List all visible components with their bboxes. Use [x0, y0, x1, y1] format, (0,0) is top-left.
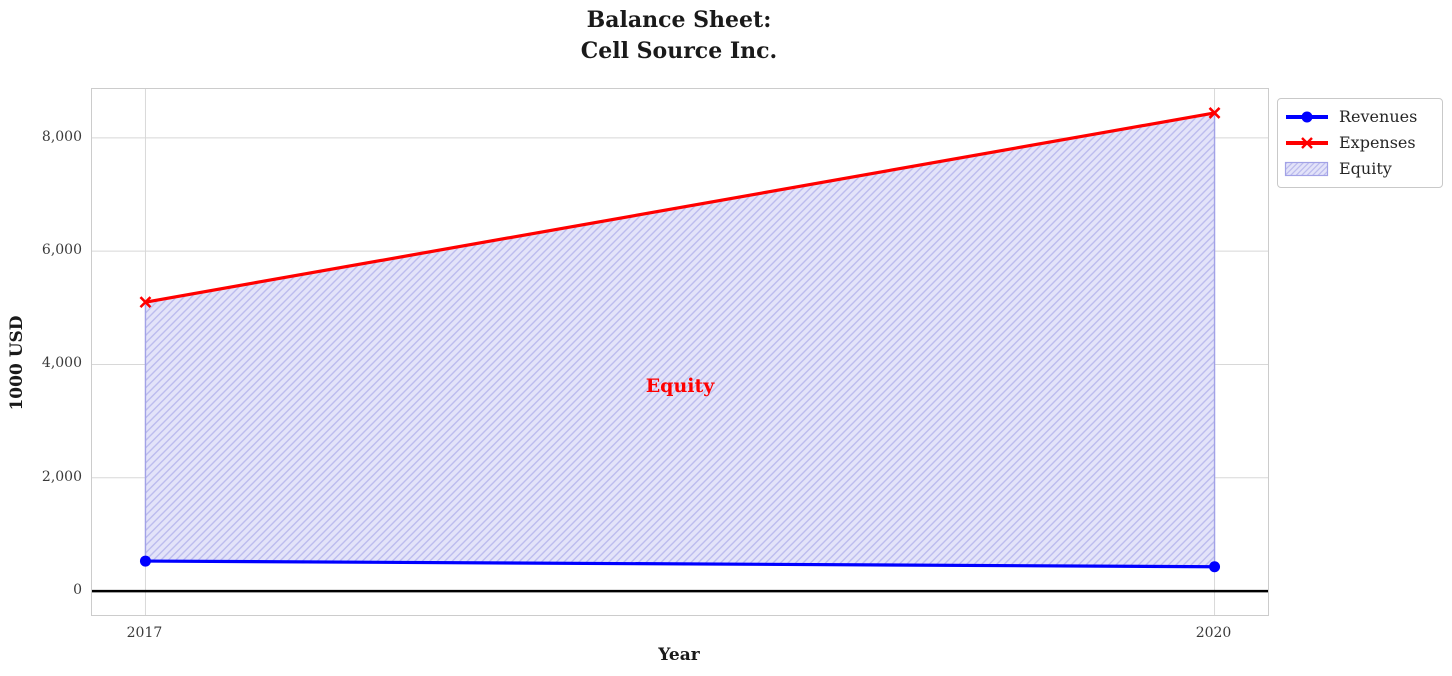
legend-label-revenues: Revenues: [1339, 107, 1418, 126]
legend-row-revenues: Revenues: [1284, 104, 1434, 130]
equity-annotation: Equity: [646, 375, 716, 397]
legend: Revenues Expenses Equity: [1277, 98, 1443, 188]
legend-row-equity: Equity: [1284, 156, 1434, 182]
equity-area: [144, 112, 1216, 568]
revenues-line: [145, 559, 1215, 569]
y-tick-label: 0: [73, 582, 82, 599]
legend-label-expenses: Expenses: [1339, 133, 1416, 152]
chart-title: Balance Sheet: Cell Source Inc.: [580, 7, 778, 64]
legend-row-expenses: Expenses: [1284, 130, 1434, 156]
plot-svg: Equity: [92, 89, 1268, 615]
x-tick-label: 2017: [126, 625, 163, 641]
expenses-marker: [1208, 106, 1221, 119]
x-axis-label: Year: [658, 645, 700, 665]
x-tick-label: 2020: [1195, 625, 1232, 641]
revenues-marker: [1209, 561, 1221, 573]
legend-label-equity: Equity: [1339, 159, 1392, 178]
y-tick-label: 6,000: [41, 242, 82, 259]
revenues-line-swatch-icon: [1286, 111, 1328, 123]
y-tick-label: 4,000: [41, 355, 82, 372]
plot-panel: Equity: [91, 88, 1269, 616]
y-tick-label: 2,000: [41, 468, 82, 485]
y-tick-label: 8,000: [41, 128, 82, 145]
expenses-line-swatch-icon: [1286, 137, 1328, 149]
expenses-marker: [139, 296, 152, 309]
equity-hatch-swatch-icon: [1284, 161, 1329, 177]
expenses-line: [145, 111, 1215, 304]
revenues-marker: [139, 555, 151, 567]
